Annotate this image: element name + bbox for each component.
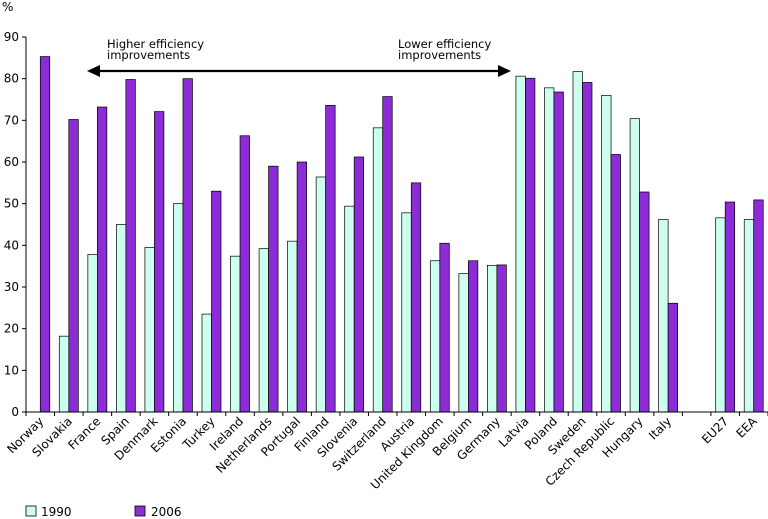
annotation-left-line2: improvements — [107, 48, 190, 62]
y-tick-label: 10 — [4, 363, 19, 377]
bar-2006-ireland — [239, 135, 250, 413]
bar-2006-hungary — [639, 191, 650, 413]
arrow-head-right — [498, 65, 511, 77]
y-tick-label: 80 — [4, 72, 19, 86]
legend-label-1990: 1990 — [41, 505, 72, 519]
y-tick-label: 40 — [4, 238, 19, 252]
bar-2006-latvia — [525, 77, 536, 413]
bar-2006-germany — [496, 264, 507, 413]
axes — [25, 37, 768, 416]
bar-2006-france — [96, 106, 108, 413]
y-tick-label: 50 — [4, 197, 19, 211]
bar-1990-united-kingdom — [429, 260, 441, 413]
legend-swatch-1990 — [25, 505, 37, 517]
bar-2006-switzerland — [382, 96, 393, 413]
bar-2006-sweden — [582, 82, 593, 413]
bar-2006-austria — [410, 182, 422, 413]
bar-1990-france — [87, 254, 98, 413]
bars — [39, 56, 764, 413]
bar-1990-estonia — [173, 203, 184, 413]
bar-1990-slovakia — [58, 335, 70, 413]
bar-2006-turkey — [211, 190, 222, 413]
annotation-left-line1: Higher efficiency — [107, 37, 204, 51]
bar-1990-belgium — [458, 273, 469, 413]
bar-2006-portugal — [296, 161, 307, 413]
category-labels: NorwaySlovakiaFranceSpainDenmarkEstoniaT… — [4, 414, 760, 493]
bar-2006-united-kingdom — [439, 242, 450, 413]
arrow-head-left — [87, 65, 100, 77]
annotation-right-line1: Lower efficiency — [398, 37, 492, 51]
annotation-right-line2: improvements — [398, 48, 481, 62]
bar-1990-germany — [487, 264, 498, 413]
bar-1990-finland — [315, 176, 326, 413]
bar-1990-ireland — [230, 255, 241, 413]
bar-2006-eu27 — [724, 201, 736, 413]
bar-2006-denmark — [154, 111, 165, 413]
bar-1990-turkey — [201, 313, 212, 413]
y-tick-label: 0 — [11, 405, 19, 419]
bar-2006-belgium — [468, 260, 479, 413]
bar-2006-spain — [125, 79, 136, 413]
x-tick-label: EEA — [733, 414, 760, 441]
bar-1990-switzerland — [372, 127, 384, 413]
bar-2006-slovakia — [68, 119, 79, 413]
bar-2006-poland — [553, 91, 564, 413]
bar-1990-eu27 — [715, 217, 726, 413]
legend-swatch-2006 — [134, 505, 146, 517]
x-tick-label: France — [65, 414, 103, 452]
x-tick-label: EU27 — [699, 414, 731, 446]
legend: 1990 2006 — [25, 505, 182, 519]
bar-1990-hungary — [629, 118, 640, 413]
bar-2006-estonia — [182, 78, 193, 413]
bar-1990-sweden — [572, 71, 583, 413]
bar-2006-italy — [667, 302, 678, 413]
y-axis-ticks: 0 10 20 30 40 50 60 70 80 90 — [4, 30, 26, 419]
y-tick-label: 60 — [4, 155, 19, 169]
legend-label-2006: 2006 — [151, 505, 182, 519]
y-tick-label: 70 — [4, 113, 19, 127]
bar-1990-spain — [116, 224, 127, 413]
y-axis-label: % — [2, 0, 13, 14]
bar-1990-poland — [544, 87, 555, 413]
x-tick-label: Italy — [646, 414, 674, 442]
bar-1990-netherlands — [258, 248, 269, 413]
y-tick-label: 90 — [4, 30, 19, 44]
bar-1990-latvia — [515, 75, 526, 413]
bar-1990-eea — [743, 219, 755, 413]
bar-1990-czech-republic — [601, 94, 612, 413]
bar-2006-netherlands — [268, 165, 279, 413]
bar-1990-portugal — [287, 240, 298, 413]
bar-2006-eea — [753, 199, 764, 413]
annotation-arrow — [87, 65, 511, 77]
bar-2006-finland — [325, 104, 336, 413]
bar-1990-denmark — [144, 247, 155, 413]
y-tick-label: 30 — [4, 280, 19, 294]
bar-2006-norway — [39, 56, 51, 413]
bar-2006-czech-republic — [610, 154, 621, 413]
bar-1990-austria — [401, 212, 412, 413]
bar-2006-slovenia — [353, 156, 365, 413]
y-tick-label: 20 — [4, 322, 19, 336]
bar-1990-slovenia — [344, 205, 355, 413]
bar-1990-italy — [658, 219, 669, 413]
